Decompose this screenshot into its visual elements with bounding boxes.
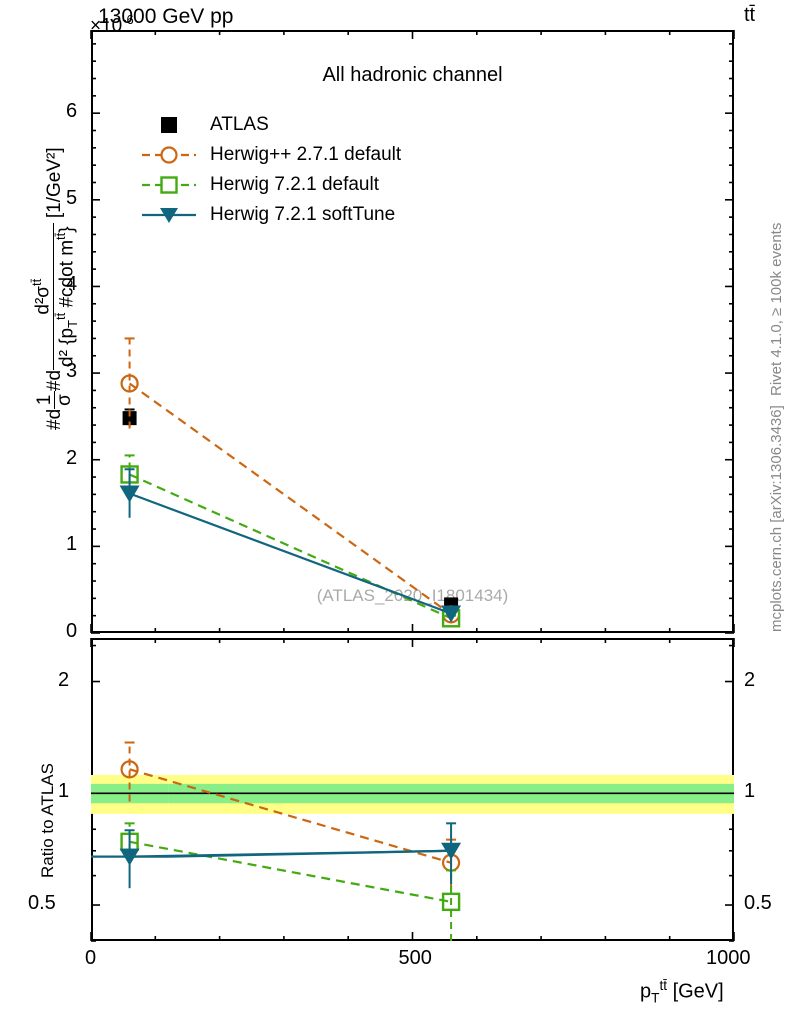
y-tick-label-main: 3 [66, 360, 78, 383]
legend-label: Herwig++ 2.7.1 default [210, 144, 402, 165]
legend-label: Herwig 7.2.1 default [210, 174, 379, 195]
y-label-main-fraction: d²σtt̄ d² {pTtt̄ #cdot mtt̄} [29, 223, 80, 370]
y-tick-label-ratio: 2 [58, 668, 70, 691]
y-tick-label-main: 6 [66, 100, 78, 123]
x-axis-label: pTtt̄ [GeV] [640, 978, 724, 1006]
legend-marker-filled-square [140, 110, 198, 140]
legend-label: ATLAS [210, 114, 269, 135]
y-tick-label-main: 0 [66, 620, 78, 642]
y-tick-label-main: 5 [66, 186, 78, 209]
y-tick-label-ratio: 1 [744, 780, 756, 803]
y-tick-label-main: 4 [66, 273, 78, 296]
ratio-plot-panel [91, 638, 734, 941]
x-tick-label: 500 [398, 947, 432, 969]
y-tick-label-ratio: 0.5 [28, 892, 56, 915]
legend-marker-open-circle [140, 140, 198, 170]
y-label-unit: [1/GeV²] [44, 147, 65, 219]
y-tick-label-ratio: 1 [58, 780, 70, 803]
y-tick-label-ratio: 0.5 [744, 892, 772, 915]
y-label-d2: #d [44, 369, 65, 392]
x-tick-label: 0 [85, 947, 97, 969]
beam-energy-label: 13000 GeV pp [98, 5, 234, 28]
legend-item[interactable]: ATLAS [140, 110, 401, 140]
mcplots-credit: mcplots.cern.ch [arXiv:1306.3436] [768, 405, 785, 632]
legend-label: Herwig 7.2.1 softTune [210, 204, 396, 225]
x-tick-label: 1000 [706, 947, 751, 969]
y-axis-label-ratio: Ratio to ATLAS [38, 763, 57, 878]
legend-item[interactable]: Herwig++ 2.7.1 default [140, 140, 401, 170]
y-label-d1: #d [44, 408, 65, 430]
analysis-watermark: (ATLAS_2020_I1801434) [316, 586, 509, 605]
legend-item[interactable]: Herwig 7.2.1 default [140, 170, 401, 200]
plot-title: All hadronic channel [322, 64, 503, 86]
legend-marker-filled-triangle [140, 200, 198, 230]
legend: ATLAS Herwig++ 2.7.1 default Herwig 7.2.1 … [140, 110, 401, 230]
legend-marker-open-square [140, 170, 198, 200]
legend-item[interactable]: Herwig 7.2.1 softTune [140, 200, 401, 230]
rivet-version-credit: Rivet 4.1.0, ≥ 100k events [768, 222, 785, 396]
process-label: tt̄ [744, 4, 756, 26]
y-tick-label-main: 1 [66, 533, 78, 556]
y-tick-label-ratio: 2 [744, 668, 756, 691]
y-tick-label-main: 2 [66, 446, 78, 469]
